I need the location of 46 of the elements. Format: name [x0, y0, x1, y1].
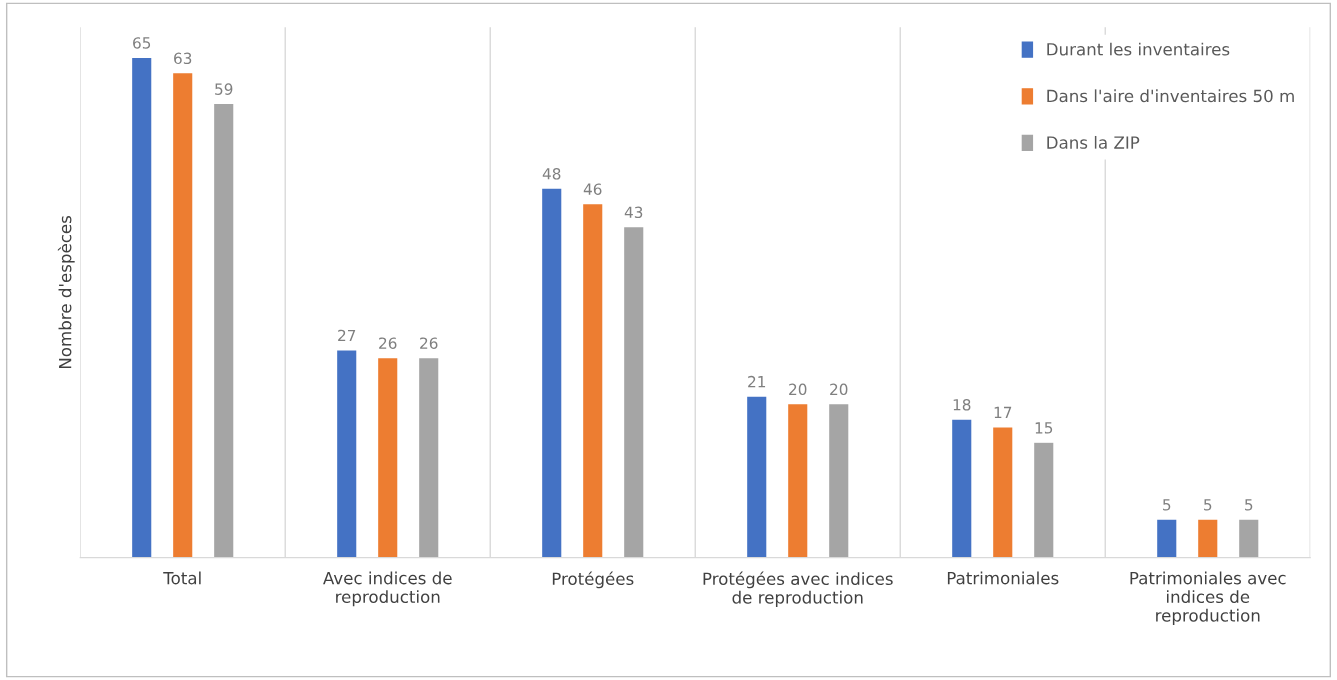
- bar: [786, 402, 809, 558]
- bar: [1196, 518, 1219, 558]
- bar: [827, 402, 850, 558]
- data-label: 20: [789, 383, 807, 396]
- x-tick-label: Total: [163, 571, 201, 585]
- bar: [745, 395, 768, 558]
- data-label: 26: [420, 337, 438, 349]
- bar: [1032, 441, 1055, 558]
- legend-label: Dans la ZIP: [1047, 135, 1140, 149]
- data-label: 43: [624, 206, 643, 219]
- bar: [171, 71, 194, 558]
- bar: [417, 356, 440, 558]
- bar: [376, 356, 399, 558]
- bar: [581, 202, 604, 558]
- data-label: 18: [953, 398, 971, 411]
- legend-label: Durant les inventaires: [1047, 42, 1230, 56]
- bar: [1155, 518, 1178, 558]
- bar: [335, 349, 358, 558]
- bar: [950, 418, 973, 558]
- data-label: 59: [215, 83, 233, 95]
- data-label: 5: [1204, 499, 1212, 511]
- x-tick-label: Patrimoniales: [947, 571, 1059, 585]
- x-tick-label: Protégées: [552, 571, 634, 589]
- bar: [130, 56, 153, 558]
- data-label: 5: [1163, 499, 1171, 511]
- bar: [540, 187, 563, 558]
- x-tick-label: Avec indices de reproduction: [323, 571, 452, 607]
- bar: [212, 102, 235, 558]
- data-label: 46: [583, 183, 602, 195]
- data-label: 15: [1035, 422, 1053, 434]
- data-label: 63: [174, 52, 192, 65]
- bar: [622, 225, 645, 558]
- data-label: 20: [830, 383, 848, 396]
- y-axis-title: Nombre d'espèces: [57, 215, 75, 369]
- data-label: 21: [748, 375, 766, 388]
- data-label: 26: [379, 337, 397, 349]
- legend-label: Dans l'aire d'inventaires 50 m: [1047, 89, 1294, 103]
- bar: [991, 426, 1014, 558]
- data-label: 48: [542, 168, 561, 180]
- data-label: 65: [133, 37, 151, 49]
- data-label: 5: [1245, 499, 1253, 511]
- bar: [1237, 518, 1260, 558]
- data-label: 17: [994, 406, 1012, 418]
- x-tick-label: Protégées avec indices de reproduction: [703, 571, 893, 607]
- data-label: 27: [338, 329, 356, 342]
- x-tick-label: Patrimoniales avec indices de reproduction: [1130, 571, 1286, 625]
